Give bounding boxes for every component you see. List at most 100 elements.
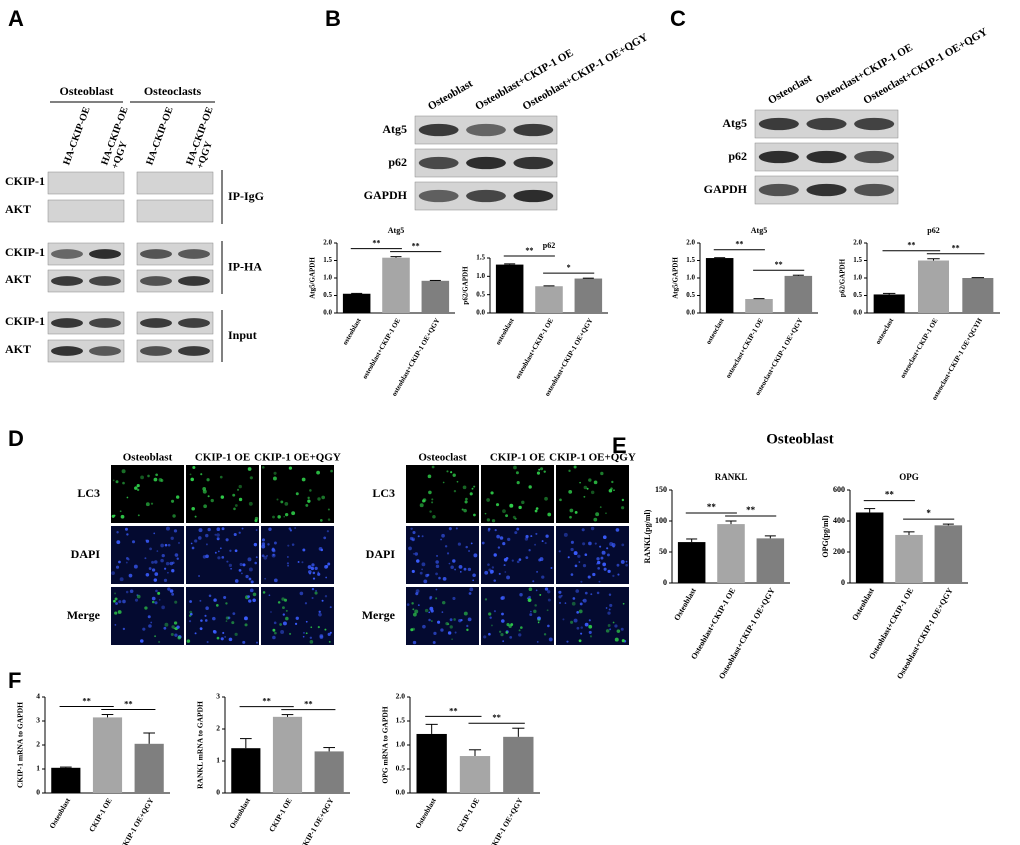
blot-strip <box>47 199 125 223</box>
cell-dot <box>596 557 600 561</box>
x-tick-label: osteoblast+CKIP-1 OE <box>361 317 402 381</box>
cell-dot <box>150 621 153 624</box>
bar <box>382 257 410 313</box>
significance-label: ** <box>449 705 458 715</box>
cell-dot <box>432 515 436 519</box>
blot-band <box>89 318 121 328</box>
cell-dot <box>289 632 292 635</box>
cell-dot <box>151 596 156 601</box>
cell-dot <box>247 595 251 599</box>
x-tick-label: osteoblast+CKIP-1 OE <box>514 317 555 381</box>
cell-dot <box>456 480 459 483</box>
cell-dot <box>126 533 129 536</box>
cell-dot <box>244 623 248 627</box>
cell-dot <box>502 640 505 643</box>
cell-dot <box>115 565 120 569</box>
cell-dot <box>428 618 431 622</box>
blot-strip <box>136 269 214 293</box>
cell-dot <box>189 473 192 476</box>
row-label: AKT <box>5 272 31 286</box>
x-tick-label: Osteoblast <box>672 586 698 622</box>
section-label: IP-HA <box>228 259 262 273</box>
cell-dot <box>194 515 197 518</box>
cell-dot <box>147 615 151 619</box>
cell-dot <box>158 477 163 482</box>
cell-dot <box>441 600 446 605</box>
cell-dot <box>232 612 236 616</box>
cell-dot <box>412 538 415 541</box>
cell-dot <box>154 635 157 638</box>
column-label: Osteoclast <box>766 72 814 107</box>
cell-dot <box>468 592 472 595</box>
row-label: Merge <box>362 608 396 622</box>
blot-strip <box>136 311 214 335</box>
blot-strip <box>136 242 214 266</box>
x-tick-label: CKIP-1 OE+QGY <box>298 796 336 845</box>
blot-strip <box>136 199 214 223</box>
cell-dot <box>566 640 569 643</box>
cell-dot <box>263 555 268 560</box>
cell-dot <box>575 589 580 593</box>
column-label: CKIP-1 OE+QGY <box>549 452 636 464</box>
row-label: Atg5 <box>722 116 747 130</box>
cell-dot <box>245 574 249 579</box>
column-label: CKIP-1 OE+QGY <box>254 452 341 464</box>
cell-dot <box>499 536 504 540</box>
cell-dot <box>249 476 253 480</box>
panel-label: A <box>8 6 24 31</box>
row-label: DAPI <box>71 547 101 561</box>
cell-dot <box>450 565 454 570</box>
cell-dot <box>431 501 434 504</box>
cell-dot <box>491 624 493 627</box>
cell-dot <box>516 527 520 531</box>
cell-dot <box>174 553 179 557</box>
cell-dot <box>422 498 427 502</box>
cell-dot <box>406 603 410 606</box>
cell-dot <box>189 612 193 616</box>
cell-dot <box>149 547 152 551</box>
blot-band <box>513 156 554 170</box>
significance-label: ** <box>885 490 895 500</box>
cell-dot <box>435 588 438 591</box>
y-tick-label: 1 <box>36 764 40 773</box>
cell-dot <box>129 589 134 594</box>
cell-dot <box>125 561 128 564</box>
panel-label: F <box>8 668 21 693</box>
cell-dot <box>593 480 598 485</box>
cell-dot <box>136 594 141 599</box>
cell-dot <box>530 610 532 613</box>
y-tick-label: 0 <box>216 788 220 797</box>
cell-dot <box>583 485 588 490</box>
cell-dot <box>317 572 321 576</box>
cell-dot <box>229 549 232 552</box>
cell-dot <box>486 518 491 522</box>
row-label: Atg5 <box>382 122 407 136</box>
cell-dot <box>230 567 232 570</box>
cell-dot <box>536 641 539 643</box>
cell-dot <box>524 537 529 541</box>
cell-dot <box>570 547 574 552</box>
cell-dot <box>466 624 469 628</box>
cell-dot <box>205 606 209 610</box>
cell-dot <box>225 538 229 542</box>
cell-dot <box>588 619 591 622</box>
cell-dot <box>543 633 547 636</box>
cell-dot <box>307 499 311 503</box>
cell-dot <box>412 627 416 631</box>
cell-dot <box>247 557 252 562</box>
cell-dot <box>294 527 297 530</box>
column-label: HA-CKIP-OE <box>62 105 93 166</box>
cell-dot <box>518 505 522 510</box>
panel-title: Osteoblast <box>766 431 834 447</box>
cell-dot <box>559 498 562 502</box>
cell-dot <box>217 538 219 541</box>
cell-dot <box>234 504 238 507</box>
cell-dot <box>584 622 589 627</box>
cell-dot <box>435 597 438 600</box>
cell-dot <box>545 534 549 538</box>
cell-dot <box>605 629 610 633</box>
cell-dot <box>198 528 203 533</box>
cell-dot <box>459 571 462 573</box>
cell-dot <box>208 594 212 598</box>
